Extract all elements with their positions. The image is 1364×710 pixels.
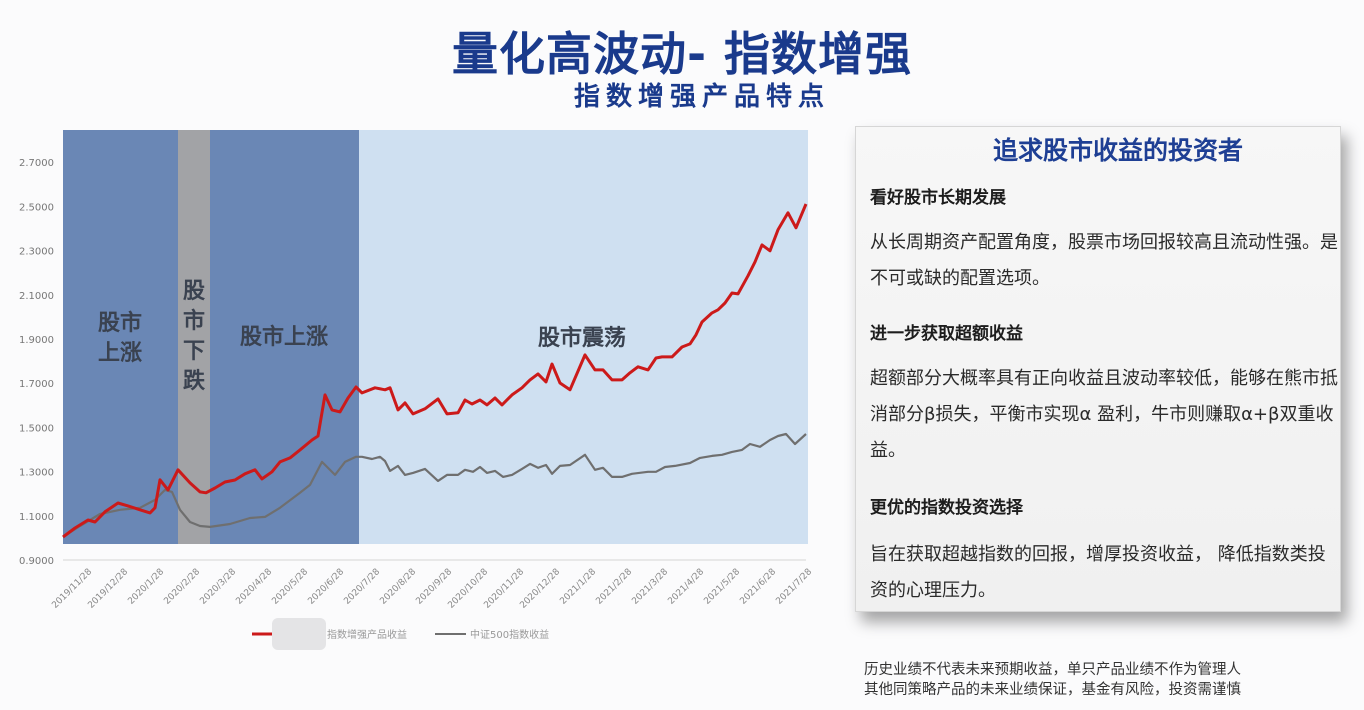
chart-legend: 指数增强产品收益 中证500指数收益: [252, 628, 549, 641]
page-subtitle: 指数增强产品特点: [573, 82, 830, 112]
region-label: 市: [183, 308, 205, 334]
y-tick-label: 1.7000: [19, 379, 54, 390]
y-tick-label: 2.5000: [19, 202, 54, 213]
series-lines: [62, 203, 808, 539]
legend-label-index: 中证500指数收益: [470, 628, 549, 641]
page-title: 量化高波动- 指数增强: [451, 27, 913, 81]
region-label: 股: [183, 279, 205, 304]
region-3: [359, 130, 808, 544]
redacted-area: [272, 618, 326, 650]
x-tick-label: 2020/1/28: [126, 567, 166, 607]
x-tick-label: 2020/4/28: [234, 567, 274, 607]
x-tick-label: 2021/5/28: [702, 567, 742, 607]
risk-disclaimer: 历史业绩不代表未来预期收益，单只产品业绩不作为管理人 其他同策略产品的未来业绩保…: [864, 660, 1364, 700]
series-line-index: [62, 432, 807, 538]
section-body-index-choice: 旨在获取超越指数的回报，增厚投资收益， 降低指数类投资的心理压力。: [870, 544, 1326, 601]
x-tick-label: 2020/8/28: [378, 567, 418, 607]
x-tick-label: 2020/5/28: [270, 567, 310, 607]
region-label: 下: [183, 339, 205, 364]
x-tick-label: 2021/1/28: [558, 567, 598, 607]
y-tick-label: 0.9000: [19, 556, 54, 567]
y-axis: 0.9000 1.1000 1.3000 1.5000 1.7000 1.9000 2.10…: [19, 158, 54, 567]
disclaimer-line-1: 历史业绩不代表未来预期收益，单只产品业绩不作为管理人: [864, 662, 1241, 678]
region-label: 股市震荡: [538, 325, 626, 351]
y-tick-label: 1.5000: [19, 423, 54, 434]
section-heading-index-choice: 更优的指数投资选择: [870, 498, 1023, 518]
disclaimer-line-2: 其他同策略产品的未来业绩保证，基金有风险，投资需谨慎: [864, 682, 1241, 698]
x-tick-label: 2020/2/28: [162, 567, 202, 607]
market-phase-regions: [63, 130, 808, 544]
panel-title: 追求股市收益的投资者: [992, 136, 1243, 165]
x-tick-label: 2020/3/28: [198, 567, 238, 607]
y-tick-label: 2.3000: [19, 247, 54, 258]
x-tick-label: 2021/3/28: [630, 567, 670, 607]
section-body-long-term: 从长周期资产配置角度，股票市场回报较高且流动性强。是不可或缺的配置选项。: [870, 232, 1338, 289]
series-line-product: [62, 203, 808, 539]
section-heading-long-term: 看好股市长期发展: [870, 188, 1006, 208]
legend-label-product: 指数增强产品收益: [327, 628, 407, 641]
region-0: [63, 130, 178, 544]
region-label: 上涨: [98, 341, 142, 366]
x-tick-label: 2021/4/28: [666, 567, 706, 607]
region-label: 股市: [98, 310, 142, 336]
y-tick-label: 1.3000: [19, 468, 54, 479]
section-body-excess-return: 超额部分大概率具有正向收益且波动率较低，能够在熊市抵消部分β损失，平衡市实现α …: [870, 368, 1338, 461]
x-tick-label: 2020/7/28: [342, 567, 382, 607]
y-tick-label: 1.1000: [19, 512, 54, 523]
section-heading-excess-return: 进一步获取超额收益: [870, 324, 1023, 344]
x-tick-label: 2020/6/28: [306, 567, 346, 607]
y-tick-label: 1.9000: [19, 335, 54, 346]
info-panel: 追求股市收益的投资者 看好股市长期发展 从长周期资产配置角度，股票市场回报较高且…: [855, 126, 1341, 612]
region-1: [178, 130, 210, 544]
x-tick-label: 2021/2/28: [594, 567, 634, 607]
region-label: 股市上涨: [240, 324, 328, 350]
x-tick-label: 2021/6/28: [738, 567, 778, 607]
y-tick-label: 2.1000: [19, 291, 54, 302]
y-tick-label: 2.7000: [19, 158, 54, 169]
region-label: 跌: [183, 369, 206, 394]
x-axis: 2019/11/282019/12/282020/1/282020/2/2820…: [50, 567, 814, 611]
x-tick-label: 2021/7/28: [774, 567, 814, 607]
